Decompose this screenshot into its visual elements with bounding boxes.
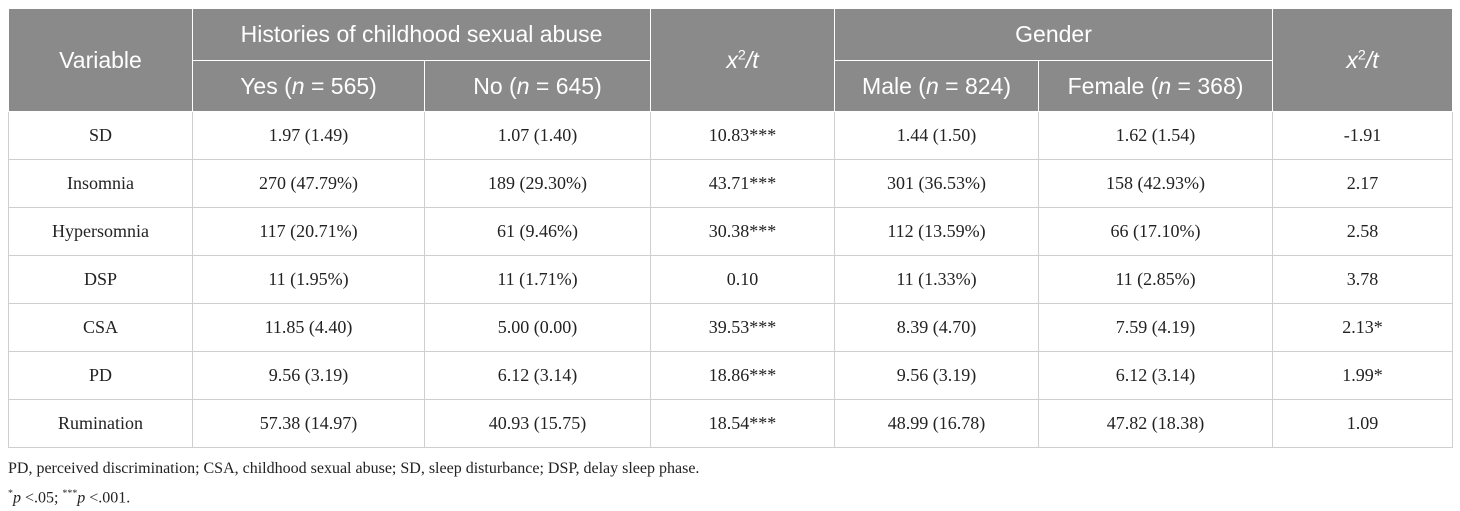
sig1-p: p <box>12 489 21 507</box>
cell-csa-yes: 11 (1.95%) <box>192 255 425 304</box>
cell-stat-2: 2.17 <box>1272 159 1454 208</box>
cell-csa-no: 189 (29.30%) <box>423 159 652 208</box>
header-row-2: Yes (n = 565) No (n = 645) Male (n = 824… <box>9 60 1453 112</box>
cell-stat-1: 30.38*** <box>650 207 836 256</box>
header-csa-no-n: n <box>516 72 530 99</box>
table-row: CSA 11.85 (4.40) 5.00 (0.00) 39.53*** 8.… <box>8 303 1454 352</box>
table-row: SD 1.97 (1.49) 1.07 (1.40) 10.83*** 1.44… <box>8 111 1454 160</box>
header-female-label: Female ( <box>1067 72 1159 99</box>
table-row: PD 9.56 (3.19) 6.12 (3.14) 18.86*** 9.56… <box>8 351 1454 400</box>
table-row: Rumination 57.38 (14.97) 40.93 (15.75) 1… <box>8 399 1454 448</box>
cell-csa-yes: 9.56 (3.19) <box>192 351 425 400</box>
sig2-p: p <box>77 489 86 507</box>
sig1-star: * <box>8 488 13 499</box>
cell-female: 47.82 (18.38) <box>1038 399 1274 448</box>
header-stat-1-sup: 2 <box>737 46 746 63</box>
header-group-csa: Histories of childhood sexual abuse <box>191 8 652 61</box>
header-female-value: = 368) <box>1171 72 1244 99</box>
header-stat-1-x: x <box>726 46 738 73</box>
cell-male: 112 (13.59%) <box>834 207 1040 256</box>
cell-stat-2: 1.99* <box>1272 351 1454 400</box>
cell-stat-1: 18.86*** <box>650 351 836 400</box>
cell-variable: Insomnia <box>8 159 193 208</box>
cell-male: 8.39 (4.70) <box>834 303 1040 352</box>
cell-stat-2: -1.91 <box>1272 111 1454 160</box>
significance-note: *p <.05; ***p <.001. <box>8 481 1452 510</box>
header-csa-no: No (n = 645) <box>423 60 652 112</box>
header-variable: Variable <box>8 8 193 112</box>
table-row: DSP 11 (1.95%) 11 (1.71%) 0.10 11 (1.33%… <box>8 255 1454 304</box>
sig1-text: <.05; <box>20 489 63 507</box>
header-stat-2: x2/t <box>1272 8 1454 112</box>
header-male: Male (n = 824) <box>834 60 1040 112</box>
cell-male: 48.99 (16.78) <box>834 399 1040 448</box>
cell-csa-yes: 1.97 (1.49) <box>192 111 425 160</box>
cell-csa-yes: 270 (47.79%) <box>192 159 425 208</box>
header-stat-2-sup: 2 <box>1357 46 1366 63</box>
cell-female: 66 (17.10%) <box>1038 207 1274 256</box>
cell-stat-1: 10.83*** <box>650 111 836 160</box>
cell-female: 11 (2.85%) <box>1038 255 1274 304</box>
cell-stat-1: 0.10 <box>650 255 836 304</box>
cell-male: 1.44 (1.50) <box>834 111 1040 160</box>
header-csa-no-value: = 645) <box>529 72 602 99</box>
cell-stat-1: 39.53*** <box>650 303 836 352</box>
header-stat-2-x: x <box>1346 46 1358 73</box>
results-table: Variable Histories of childhood sexual a… <box>8 8 1454 448</box>
header-male-label: Male ( <box>862 72 926 99</box>
cell-female: 6.12 (3.14) <box>1038 351 1274 400</box>
header-csa-yes: Yes (n = 565) <box>192 60 425 112</box>
cell-stat-2: 3.78 <box>1272 255 1454 304</box>
cell-csa-no: 5.00 (0.00) <box>423 303 652 352</box>
header-group-gender: Gender <box>834 8 1274 61</box>
cell-stat-1: 18.54*** <box>650 399 836 448</box>
header-stat-1-t: /t <box>745 46 759 73</box>
header-stat-1: x2/t <box>650 8 836 112</box>
header-csa-yes-value: = 565) <box>304 72 377 99</box>
header-csa-yes-label: Yes ( <box>240 72 292 99</box>
header-male-n: n <box>925 72 939 99</box>
table-row: Hypersomnia 117 (20.71%) 61 (9.46%) 30.3… <box>8 207 1454 256</box>
cell-variable: PD <box>8 351 193 400</box>
cell-variable: CSA <box>8 303 193 352</box>
cell-stat-2: 2.13* <box>1272 303 1454 352</box>
cell-csa-no: 40.93 (15.75) <box>423 399 652 448</box>
cell-variable: Rumination <box>8 399 193 448</box>
cell-csa-no: 1.07 (1.40) <box>423 111 652 160</box>
header-row-1: Variable Histories of childhood sexual a… <box>8 8 1454 112</box>
cell-stat-2: 2.58 <box>1272 207 1454 256</box>
cell-stat-2: 1.09 <box>1272 399 1454 448</box>
header-csa-yes-n: n <box>291 72 305 99</box>
header-stat-2-t: /t <box>1365 46 1379 73</box>
header-female-n: n <box>1158 72 1172 99</box>
cell-stat-1: 43.71*** <box>650 159 836 208</box>
abbreviations-note: PD, perceived discrimination; CSA, child… <box>8 460 700 477</box>
table-notes: PD, perceived discrimination; CSA, child… <box>8 456 1452 510</box>
cell-male: 301 (36.53%) <box>834 159 1040 208</box>
cell-female: 1.62 (1.54) <box>1038 111 1274 160</box>
cell-csa-no: 61 (9.46%) <box>423 207 652 256</box>
cell-male: 9.56 (3.19) <box>834 351 1040 400</box>
cell-csa-no: 6.12 (3.14) <box>423 351 652 400</box>
cell-variable: DSP <box>8 255 193 304</box>
table-row: Insomnia 270 (47.79%) 189 (29.30%) 43.71… <box>8 159 1454 208</box>
cell-csa-yes: 57.38 (14.97) <box>192 399 425 448</box>
cell-csa-no: 11 (1.71%) <box>423 255 652 304</box>
cell-csa-yes: 11.85 (4.40) <box>192 303 425 352</box>
header-csa-no-label: No ( <box>473 72 517 99</box>
sig2-star: *** <box>62 488 78 499</box>
cell-female: 158 (42.93%) <box>1038 159 1274 208</box>
cell-variable: SD <box>8 111 193 160</box>
sig2-text: <.001. <box>85 489 131 507</box>
cell-female: 7.59 (4.19) <box>1038 303 1274 352</box>
cell-variable: Hypersomnia <box>8 207 193 256</box>
header-female: Female (n = 368) <box>1038 60 1274 112</box>
table-container: Variable Histories of childhood sexual a… <box>8 8 1454 510</box>
header-male-value: = 824) <box>938 72 1011 99</box>
cell-csa-yes: 117 (20.71%) <box>192 207 425 256</box>
cell-male: 11 (1.33%) <box>834 255 1040 304</box>
